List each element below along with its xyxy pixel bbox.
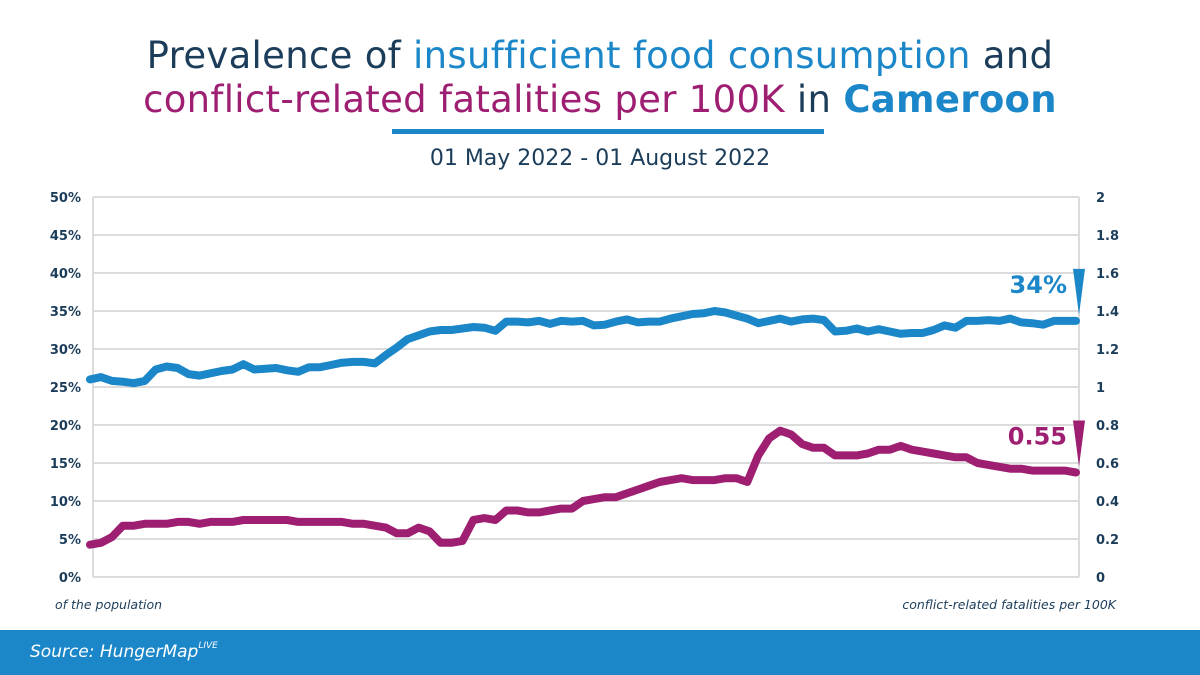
- title-part-conflict: conflict-related fatalities per 100K: [143, 78, 785, 121]
- left-tick-label: 40%: [50, 267, 81, 282]
- conflict-series-line: [86, 426, 1080, 549]
- title-part-prevalence: Prevalence of: [146, 34, 414, 77]
- right-tick-label: 1.8: [1096, 229, 1119, 244]
- left-tick-label: 15%: [50, 457, 81, 472]
- right-tick-label: 2: [1096, 191, 1105, 206]
- tick-layer: 0% 5% 10% 15% 20% 25% 30% 35% 40% 45% 50% 0 0.2 0.4 0.…: [50, 191, 1119, 586]
- right-tick-label: 1.2: [1096, 343, 1119, 358]
- chart-title: Prevalence of insufficient food consumpt…: [0, 34, 1200, 122]
- title-part-in: in: [784, 78, 844, 121]
- right-tick-label: 0.4: [1096, 495, 1119, 510]
- right-axis-label: conflict-related fatalities per 100K: [902, 597, 1116, 612]
- right-tick-label: 1.6: [1096, 267, 1119, 282]
- conflict-end-marker: [1073, 420, 1085, 467]
- conflict-end-label: 0.55: [1008, 423, 1067, 451]
- grid-layer: [92, 196, 1080, 578]
- right-tick-label: 0: [1096, 571, 1105, 586]
- right-tick-label: 1: [1096, 381, 1105, 396]
- food-end-marker: [1073, 268, 1085, 315]
- left-tick-label: 5%: [59, 533, 81, 548]
- series-layer: [86, 307, 1080, 549]
- left-tick-label: 50%: [50, 191, 81, 206]
- title-part-country: Cameroon: [843, 78, 1057, 121]
- line-chart: 0% 5% 10% 15% 20% 25% 30% 35% 40% 45% 50% 0 0.2 0.4 0.…: [50, 191, 1119, 586]
- left-tick-label: 10%: [50, 495, 81, 510]
- left-axis-label: of the population: [55, 597, 163, 612]
- right-tick-label: 0.2: [1096, 533, 1119, 548]
- chart-subtitle: 01 May 2022 - 01 August 2022: [429, 146, 771, 171]
- title-part-and: and: [970, 34, 1054, 77]
- left-tick-label: 35%: [50, 305, 81, 320]
- left-tick-label: 25%: [50, 381, 81, 396]
- title-part-food: insufficient food consumption: [413, 34, 971, 77]
- food-series-line: [86, 307, 1080, 388]
- footer-bar: Source: HungerMapLIVE: [0, 630, 1200, 675]
- title-line-1: Prevalence of insufficient food consumpt…: [0, 34, 1200, 78]
- right-tick-label: 1.4: [1096, 305, 1119, 320]
- left-tick-label: 30%: [50, 343, 81, 358]
- source-text: Source: HungerMap: [30, 642, 199, 662]
- marker-layer: 34% 0.55: [1008, 268, 1085, 467]
- food-end-label: 34%: [1010, 271, 1067, 299]
- right-tick-label: 0.8: [1096, 419, 1119, 434]
- right-tick-label: 0.6: [1096, 457, 1119, 472]
- left-tick-label: 45%: [50, 229, 81, 244]
- source-credit: Source: HungerMapLIVE: [30, 641, 218, 662]
- title-underline: [392, 129, 824, 134]
- left-tick-label: 0%: [59, 571, 81, 586]
- source-superscript: LIVE: [198, 641, 218, 651]
- left-tick-label: 20%: [50, 419, 81, 434]
- title-line-2: conflict-related fatalities per 100K in …: [0, 78, 1200, 122]
